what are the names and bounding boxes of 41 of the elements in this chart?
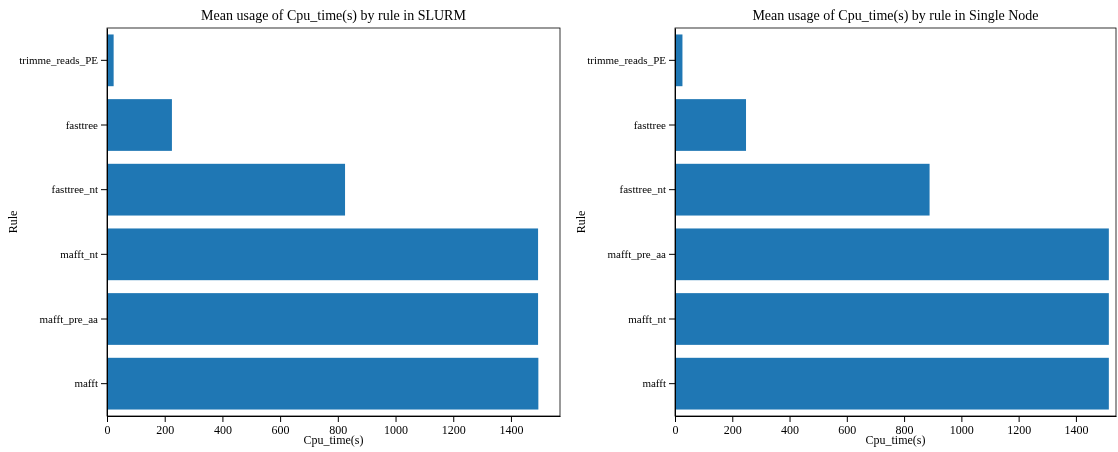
y-tick-label: fasttree — [65, 118, 99, 131]
x-tick-label: 400 — [781, 422, 800, 437]
y-tick-label: mafft — [642, 377, 666, 390]
bar — [107, 293, 539, 345]
y-tick-label: mafft — [74, 377, 98, 390]
x-tick-label: 1400 — [1064, 422, 1089, 437]
y-tick-label: mafft_nt — [628, 312, 666, 325]
x-tick-label: 1000 — [384, 422, 409, 437]
y-axis-title: Rule — [574, 210, 588, 234]
y-tick-label: fasttree — [633, 118, 667, 131]
bar — [675, 163, 930, 216]
x-tick-label: 200 — [156, 422, 175, 437]
y-tick-label: mafft_pre_aa — [607, 247, 667, 260]
y-tick-label: fasttree_nt — [51, 183, 98, 196]
bar — [675, 293, 1109, 345]
x-tick-label: 400 — [213, 422, 232, 437]
x-tick-label: 0 — [672, 422, 679, 437]
x-tick-label: 0 — [104, 422, 111, 437]
y-tick-label: trimme_reads_PE — [587, 53, 667, 66]
bar — [107, 99, 172, 151]
bar — [107, 163, 346, 216]
x-tick-label: 1000 — [949, 422, 974, 437]
chart-title: Mean usage of Cpu_time(s) by rule in SLURM — [201, 8, 467, 24]
x-tick-label: 200 — [723, 422, 742, 437]
bar — [107, 34, 114, 87]
y-tick-label: fasttree_nt — [619, 183, 666, 196]
x-tick-label: 600 — [838, 422, 857, 437]
bar — [675, 357, 1109, 410]
y-axis-title: Rule — [6, 210, 20, 234]
x-tick-label: 1400 — [499, 422, 524, 437]
chart-title: Mean usage of Cpu_time(s) by rule in Single Node — [752, 8, 1039, 24]
x-tick-label: 600 — [271, 422, 290, 437]
y-tick-label: mafft_pre_aa — [39, 312, 99, 325]
y-tick-label: mafft_nt — [60, 247, 98, 260]
bar — [675, 228, 1109, 281]
x-tick-label: 1200 — [441, 422, 466, 437]
y-tick-label: trimme_reads_PE — [19, 53, 99, 66]
bar — [107, 228, 539, 281]
x-tick-label: 1200 — [1007, 422, 1032, 437]
bar — [675, 99, 747, 151]
bar — [107, 357, 539, 410]
